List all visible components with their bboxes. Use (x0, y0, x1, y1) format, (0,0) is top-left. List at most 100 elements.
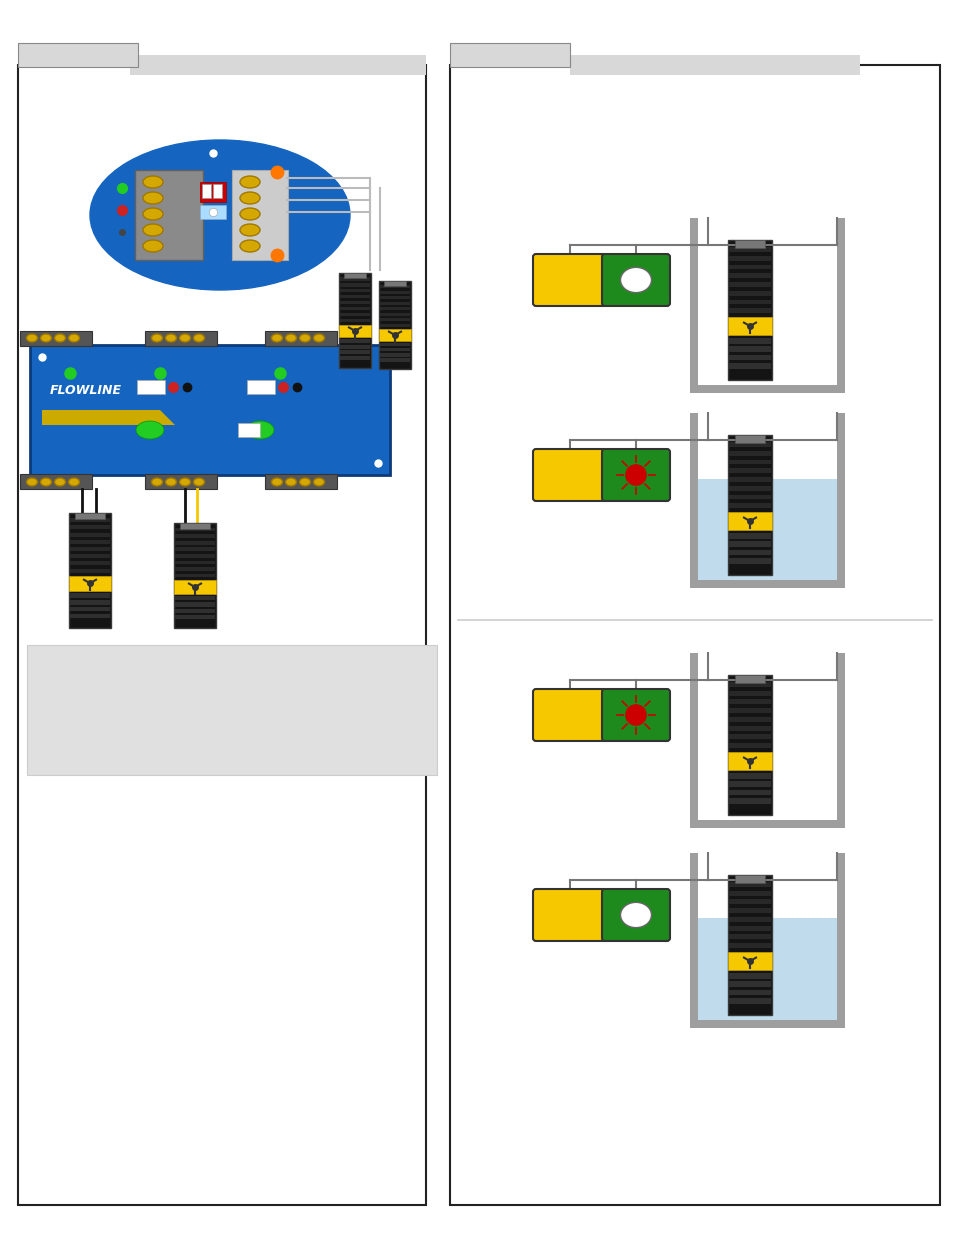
Bar (339, 295, 370, 299)
Ellipse shape (165, 478, 176, 487)
Bar (728, 459, 770, 464)
Bar (379, 324, 410, 327)
Ellipse shape (179, 333, 191, 342)
Bar (20, 331, 91, 346)
Bar (174, 615, 214, 619)
Ellipse shape (143, 191, 163, 204)
Bar (174, 567, 214, 571)
Bar (70, 532, 110, 537)
Bar (728, 354, 770, 361)
Ellipse shape (240, 224, 260, 236)
Bar (689, 1020, 844, 1028)
Ellipse shape (179, 478, 191, 487)
Ellipse shape (314, 478, 324, 487)
Bar (339, 312, 370, 316)
Ellipse shape (143, 177, 163, 188)
Bar (728, 477, 770, 482)
Ellipse shape (240, 191, 260, 204)
Bar (689, 853, 698, 1028)
Bar (379, 312, 410, 316)
Ellipse shape (240, 177, 260, 188)
Bar (70, 568, 110, 573)
Bar (247, 380, 274, 394)
Bar (734, 876, 764, 883)
Ellipse shape (619, 267, 651, 293)
Bar (728, 926, 770, 931)
Bar (69, 576, 111, 590)
Bar (70, 600, 110, 604)
Bar (174, 603, 214, 606)
Bar (174, 535, 214, 538)
Bar (232, 170, 288, 261)
Bar (27, 645, 436, 776)
Bar (69, 513, 111, 627)
Bar (338, 273, 371, 368)
Bar (728, 982, 770, 987)
Bar (202, 184, 211, 198)
Circle shape (625, 705, 645, 725)
FancyBboxPatch shape (601, 254, 669, 306)
Bar (728, 290, 770, 295)
Bar (379, 308, 410, 310)
Polygon shape (42, 410, 174, 425)
Ellipse shape (299, 478, 310, 487)
Bar (339, 319, 370, 322)
Ellipse shape (27, 478, 37, 487)
Bar (75, 513, 105, 520)
Bar (130, 56, 426, 75)
Bar (379, 301, 410, 305)
Ellipse shape (152, 333, 162, 342)
Bar (728, 494, 770, 499)
Bar (689, 219, 698, 393)
Bar (173, 522, 215, 627)
Ellipse shape (314, 333, 324, 342)
Bar (70, 519, 110, 522)
Bar (689, 580, 844, 588)
Bar (728, 503, 770, 508)
Bar (343, 273, 366, 278)
Bar (174, 547, 214, 551)
Bar (265, 474, 336, 489)
Bar (728, 300, 770, 304)
Bar (728, 256, 770, 261)
Bar (339, 345, 370, 348)
Bar (728, 264, 770, 269)
FancyBboxPatch shape (601, 889, 669, 941)
Ellipse shape (40, 478, 51, 487)
Ellipse shape (143, 224, 163, 236)
Bar (174, 609, 214, 613)
Bar (70, 540, 110, 543)
Bar (70, 562, 110, 566)
Ellipse shape (54, 333, 66, 342)
Bar (689, 412, 698, 588)
Bar (70, 547, 110, 551)
Bar (383, 282, 406, 287)
Ellipse shape (143, 240, 163, 252)
Bar (836, 653, 844, 827)
Bar (70, 555, 110, 558)
Bar (728, 708, 770, 713)
Bar (689, 653, 698, 827)
Ellipse shape (152, 478, 162, 487)
FancyBboxPatch shape (533, 889, 606, 941)
Bar (728, 899, 770, 904)
Ellipse shape (69, 333, 79, 342)
Bar (145, 331, 216, 346)
Bar (727, 876, 771, 1015)
Ellipse shape (285, 333, 296, 342)
Ellipse shape (69, 478, 79, 487)
Bar (18, 65, 426, 1205)
Bar (836, 219, 844, 393)
Bar (728, 273, 770, 278)
Ellipse shape (272, 478, 282, 487)
Bar (728, 682, 770, 687)
Bar (200, 182, 226, 203)
Bar (18, 43, 138, 67)
Bar (728, 735, 770, 740)
Bar (734, 435, 764, 443)
Bar (728, 558, 770, 564)
FancyBboxPatch shape (533, 689, 606, 741)
Bar (379, 342, 410, 346)
Bar (728, 550, 770, 556)
Bar (728, 973, 770, 978)
